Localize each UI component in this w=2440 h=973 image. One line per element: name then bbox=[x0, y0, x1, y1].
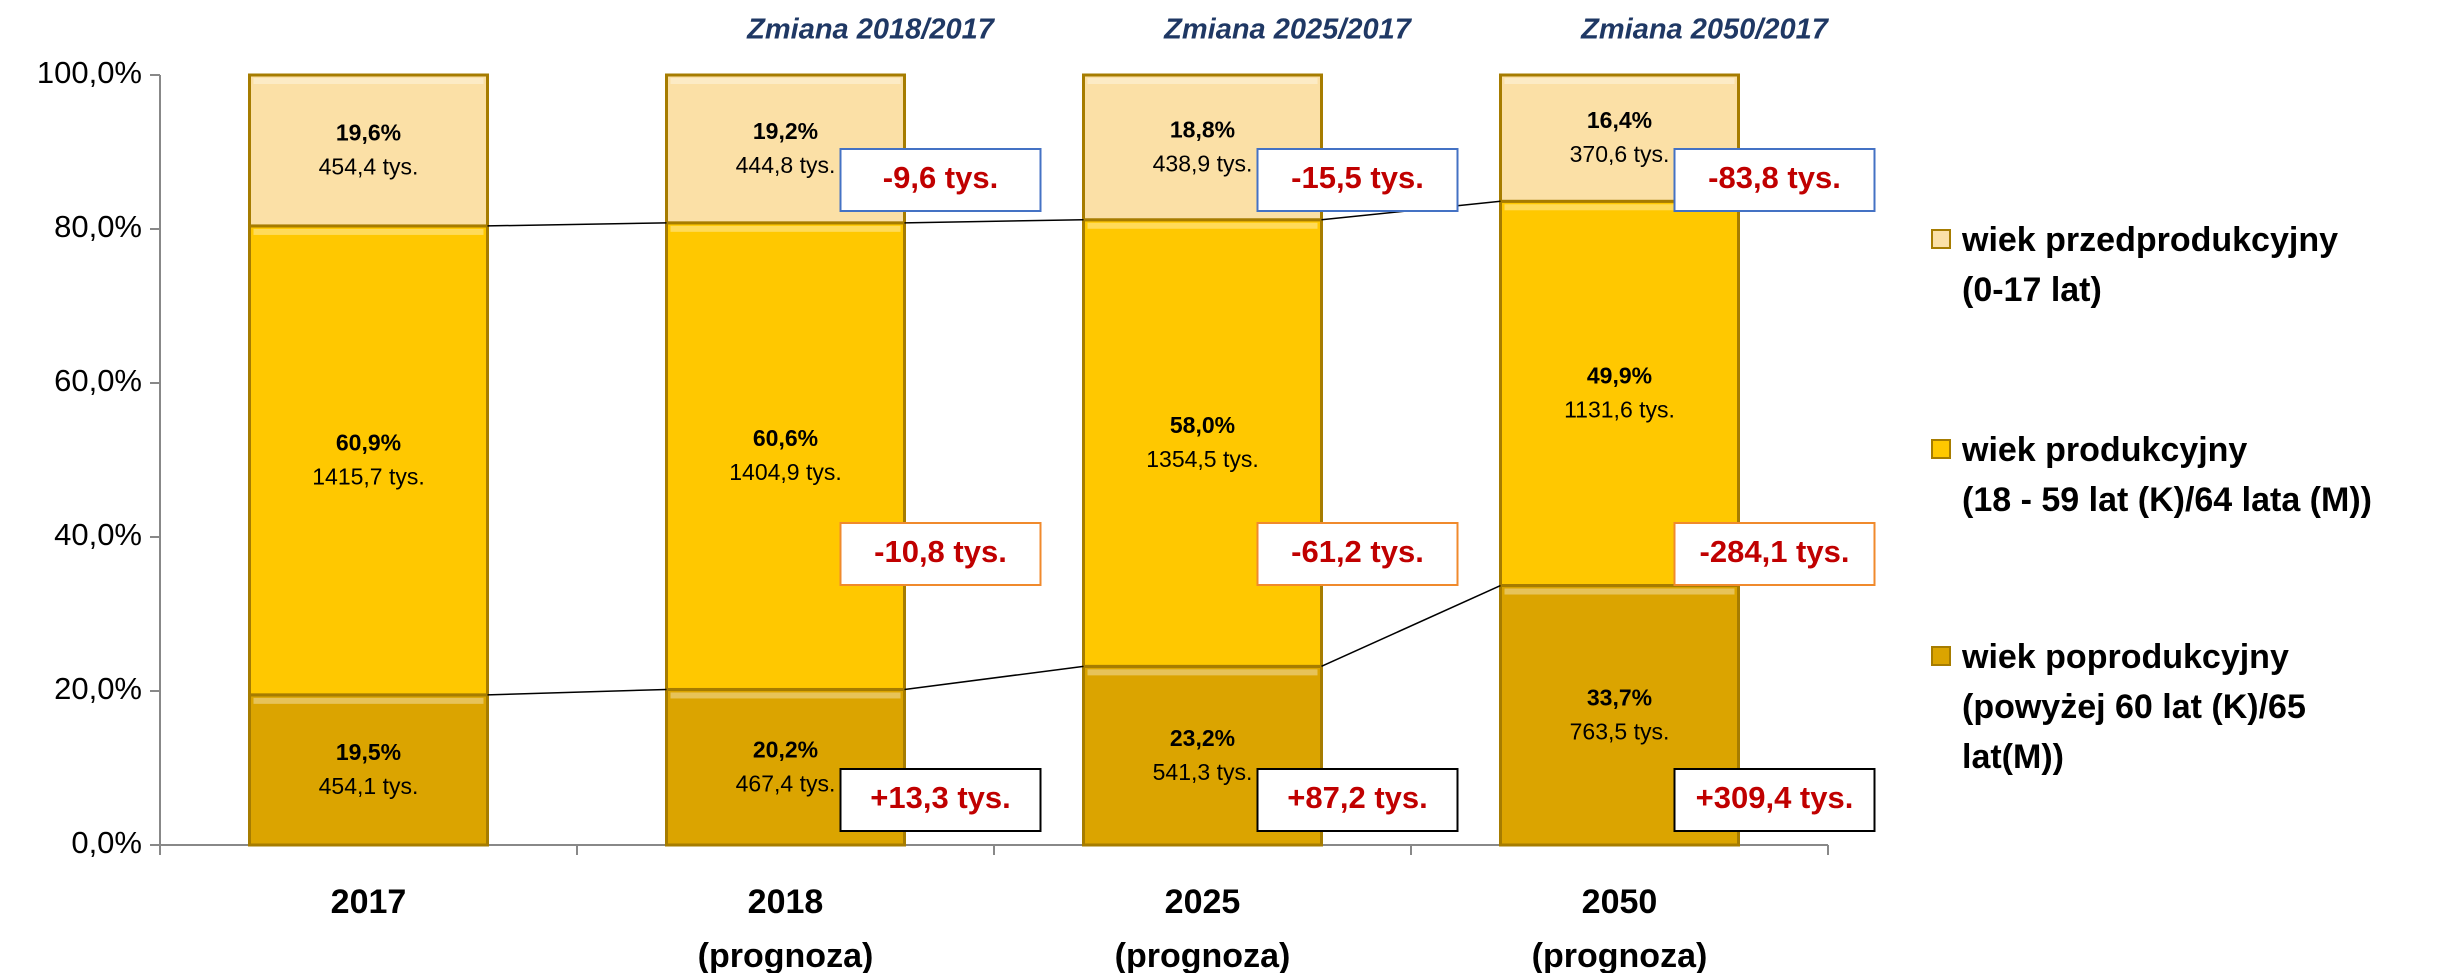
value-label: 60,9% bbox=[336, 429, 401, 455]
bar-highlight bbox=[670, 78, 901, 84]
change-label: -83,8 tys. bbox=[1708, 160, 1841, 195]
bar-highlight bbox=[1087, 78, 1318, 84]
change-label: +309,4 tys. bbox=[1696, 780, 1854, 815]
value-label: 33,7% bbox=[1587, 684, 1652, 710]
x-tick-label: 2018 (prognoza) bbox=[697, 883, 874, 973]
bar-segment bbox=[1082, 218, 1323, 668]
change-box bbox=[839, 148, 1042, 212]
change-header: Zmiana 2025/2017 bbox=[1163, 14, 1413, 46]
change-box bbox=[1673, 148, 1876, 212]
amount-label: 1354,5 tys. bbox=[1146, 446, 1259, 472]
value-label: 60,6% bbox=[753, 425, 818, 451]
amount-label: 454,1 tys. bbox=[319, 773, 419, 799]
legend-label: wiek poprodukcyjny (powyżej 60 lat (K)/6… bbox=[1962, 638, 2306, 776]
y-tick-label: 0,0% bbox=[71, 825, 142, 860]
amount-label: 1131,6 tys. bbox=[1564, 396, 1675, 422]
amount-label: 444,8 tys. bbox=[736, 152, 836, 178]
value-label: 19,5% bbox=[336, 739, 401, 765]
y-tick-label: 60,0% bbox=[54, 363, 142, 398]
change-box bbox=[839, 768, 1042, 832]
legend-label: wiek przedprodukcyjny (0-17 lat) bbox=[1962, 221, 2338, 309]
bar-highlight bbox=[253, 697, 484, 704]
bar-highlight bbox=[1504, 204, 1735, 211]
connector bbox=[1321, 584, 1501, 668]
bar-highlight bbox=[1504, 78, 1735, 84]
change-label: +87,2 tys. bbox=[1287, 780, 1427, 815]
bar-segment bbox=[1499, 199, 1740, 588]
change-box bbox=[839, 522, 1042, 586]
bar-segment bbox=[665, 221, 906, 691]
value-label: 49,9% bbox=[1587, 362, 1652, 388]
change-box bbox=[1256, 522, 1459, 586]
change-label: -61,2 tys. bbox=[1291, 534, 1424, 569]
legend-marker bbox=[1931, 439, 1951, 459]
y-tick-label: 40,0% bbox=[54, 517, 142, 552]
value-label: 19,6% bbox=[336, 120, 401, 146]
connector bbox=[487, 688, 667, 696]
legend-label: wiek produkcyjny (18 - 59 lat (K)/64 lat… bbox=[1962, 431, 2372, 519]
connector bbox=[487, 222, 667, 227]
amount-label: 541,3 tys. bbox=[1153, 759, 1253, 785]
legend-marker bbox=[1931, 646, 1951, 666]
bar-highlight bbox=[1504, 588, 1735, 595]
bar-segment bbox=[248, 73, 489, 228]
y-tick-label: 20,0% bbox=[54, 671, 142, 706]
amount-label: 763,5 tys. bbox=[1570, 718, 1670, 744]
x-tick-label: 2017 bbox=[330, 883, 407, 921]
change-label: -15,5 tys. bbox=[1291, 160, 1424, 195]
bar-highlight bbox=[1087, 669, 1318, 676]
amount-label: 1404,9 tys. bbox=[729, 459, 842, 485]
change-label: -9,6 tys. bbox=[883, 160, 998, 195]
bar-highlight bbox=[670, 692, 901, 699]
legend-marker bbox=[1931, 229, 1951, 249]
value-label: 18,8% bbox=[1170, 116, 1235, 142]
bar-segment bbox=[248, 224, 489, 697]
change-label: +13,3 tys. bbox=[870, 780, 1010, 815]
change-box bbox=[1673, 522, 1876, 586]
value-label: 20,2% bbox=[753, 736, 818, 762]
change-label: -10,8 tys. bbox=[874, 534, 1007, 569]
bar-segment bbox=[248, 693, 489, 847]
change-label: -284,1 tys. bbox=[1700, 534, 1850, 569]
bar-highlight bbox=[670, 225, 901, 232]
change-box bbox=[1256, 768, 1459, 832]
x-tick-label: 2050 (prognoza) bbox=[1531, 883, 1708, 973]
amount-label: 438,9 tys. bbox=[1153, 150, 1253, 176]
y-tick-label: 80,0% bbox=[54, 209, 142, 244]
value-label: 19,2% bbox=[753, 118, 818, 144]
y-tick-label: 100,0% bbox=[37, 55, 142, 90]
connector bbox=[904, 665, 1084, 691]
change-box bbox=[1256, 148, 1459, 212]
value-label: 23,2% bbox=[1170, 725, 1235, 751]
bar-highlight bbox=[253, 78, 484, 84]
amount-label: 370,6 tys. bbox=[1570, 141, 1670, 167]
amount-label: 467,4 tys. bbox=[736, 770, 836, 796]
change-header: Zmiana 2018/2017 bbox=[746, 14, 996, 46]
value-label: 16,4% bbox=[1587, 107, 1652, 133]
connector bbox=[904, 219, 1084, 224]
bar-highlight bbox=[253, 228, 484, 235]
change-header: Zmiana 2050/2017 bbox=[1580, 14, 1830, 46]
change-box bbox=[1673, 768, 1876, 832]
value-label: 58,0% bbox=[1170, 412, 1235, 438]
bar-highlight bbox=[1087, 222, 1318, 229]
x-tick-label: 2025 (prognoza) bbox=[1114, 883, 1291, 973]
amount-label: 1415,7 tys. bbox=[312, 463, 425, 489]
amount-label: 454,4 tys. bbox=[319, 154, 419, 180]
